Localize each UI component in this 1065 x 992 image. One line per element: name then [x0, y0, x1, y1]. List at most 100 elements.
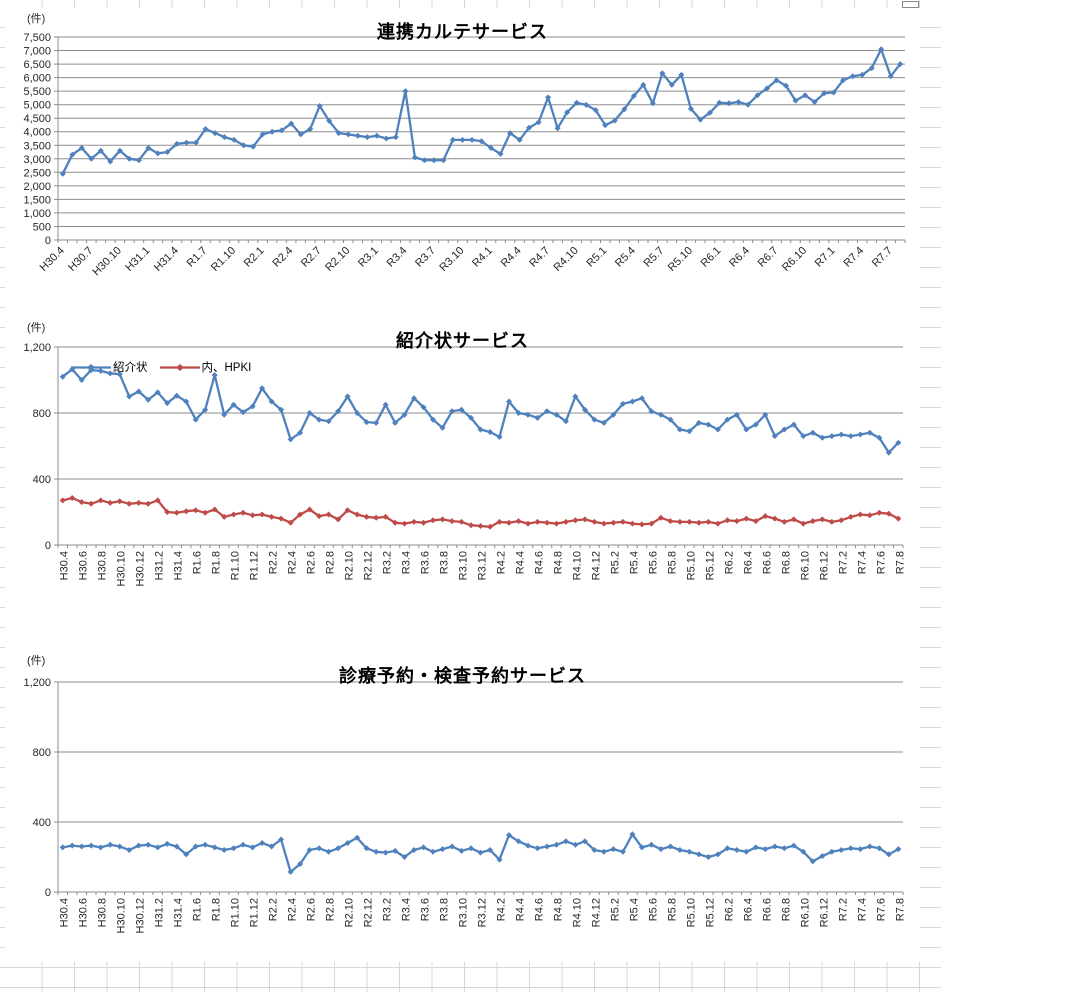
svg-text:R6.4: R6.4 — [742, 551, 754, 574]
svg-text:R1.7: R1.7 — [185, 245, 210, 270]
legend-label-shokaijo: 紹介状 — [113, 362, 148, 374]
svg-text:R1.12: R1.12 — [249, 898, 261, 927]
svg-text:R7.2: R7.2 — [837, 898, 849, 921]
svg-text:7,500: 7,500 — [23, 32, 51, 44]
svg-text:R5.4: R5.4 — [613, 245, 638, 270]
svg-text:2,000: 2,000 — [23, 181, 51, 193]
svg-text:R6.10: R6.10 — [799, 551, 811, 580]
svg-text:R3.10: R3.10 — [458, 898, 470, 927]
svg-text:1,500: 1,500 — [23, 194, 51, 206]
svg-text:R3.4: R3.4 — [385, 245, 410, 270]
sheet-blank-area — [941, 8, 1065, 992]
svg-text:R5.6: R5.6 — [647, 551, 659, 574]
svg-text:R4.6: R4.6 — [534, 551, 546, 574]
svg-text:R2.8: R2.8 — [325, 898, 337, 921]
svg-text:R2.10: R2.10 — [344, 551, 356, 580]
svg-text:R3.6: R3.6 — [420, 551, 432, 574]
svg-text:H30.10: H30.10 — [116, 551, 128, 586]
svg-text:R5.10: R5.10 — [666, 245, 695, 274]
chart-title-shokaijo: 紹介状サービス — [396, 331, 529, 351]
svg-text:R7.4: R7.4 — [856, 898, 868, 921]
svg-text:2,500: 2,500 — [23, 167, 51, 179]
svg-text:R1.10: R1.10 — [230, 898, 242, 927]
legend-line-marker-icon-red — [159, 363, 200, 371]
y-axis-unit-label: (件) — [27, 13, 46, 25]
svg-text:7,000: 7,000 — [23, 46, 51, 58]
svg-text:R5.10: R5.10 — [685, 551, 697, 580]
svg-text:R2.8: R2.8 — [325, 551, 337, 574]
svg-text:R2.12: R2.12 — [363, 898, 375, 927]
svg-text:R6.2: R6.2 — [723, 551, 735, 574]
svg-text:R1.10: R1.10 — [230, 551, 242, 580]
svg-text:4,000: 4,000 — [23, 127, 51, 139]
plot-area-yoyaku: 0 400 800 1,200 H30.4 H30.6 H30.8 H30.10 H30.12 H… — [23, 677, 906, 933]
svg-text:R3.7: R3.7 — [413, 245, 438, 270]
svg-text:R7.4: R7.4 — [841, 245, 866, 270]
chart-renkei-karte-service[interactable]: 0 500 1,000 1,500 2,000 2,500 3,000 3,500 4,000 4… — [5, 8, 920, 315]
svg-text:R4.4: R4.4 — [499, 245, 524, 270]
legend: 紹介状 内、HPKI — [71, 359, 251, 375]
chart-yoyaku-service[interactable]: 0 400 800 1,200 H30.4 H30.6 H30.8 H30.10 H30.12 H… — [5, 650, 920, 962]
legend-item-hpki: 内、HPKI — [159, 359, 252, 375]
svg-text:R1.10: R1.10 — [209, 245, 238, 274]
svg-text:R6.2: R6.2 — [723, 898, 735, 921]
svg-text:R4.2: R4.2 — [496, 551, 508, 574]
svg-text:R3.2: R3.2 — [382, 551, 394, 574]
svg-text:800: 800 — [33, 408, 51, 420]
svg-text:R3.12: R3.12 — [477, 551, 489, 580]
svg-text:R3.8: R3.8 — [439, 898, 451, 921]
y-axis-unit-label: (件) — [27, 655, 46, 667]
svg-text:R5.2: R5.2 — [609, 551, 621, 574]
svg-text:R6.10: R6.10 — [780, 245, 809, 274]
svg-text:5,000: 5,000 — [23, 100, 51, 112]
svg-text:R4.10: R4.10 — [571, 551, 583, 580]
chart-shokaijo-service[interactable]: 0 400 800 1,200 H30.4 H30.6 H30.8 H30.10 H30.12 H… — [5, 315, 920, 650]
svg-text:R3.10: R3.10 — [437, 245, 466, 274]
svg-text:R2.7: R2.7 — [299, 245, 324, 270]
svg-text:R1.12: R1.12 — [249, 551, 261, 580]
svg-text:R2.4: R2.4 — [270, 245, 295, 270]
svg-text:R1.6: R1.6 — [192, 551, 204, 574]
svg-text:R5.10: R5.10 — [685, 898, 697, 927]
svg-text:3,000: 3,000 — [23, 154, 51, 166]
svg-text:R2.2: R2.2 — [268, 898, 280, 921]
legend-label-hpki: 内、HPKI — [201, 362, 252, 374]
svg-text:R7.1: R7.1 — [813, 245, 838, 270]
svg-text:R7.8: R7.8 — [894, 898, 906, 921]
svg-text:1,200: 1,200 — [23, 677, 51, 689]
svg-text:R4.10: R4.10 — [571, 898, 583, 927]
svg-text:R4.2: R4.2 — [496, 898, 508, 921]
svg-text:R4.8: R4.8 — [553, 551, 565, 574]
svg-text:R3.10: R3.10 — [458, 551, 470, 580]
svg-text:R6.12: R6.12 — [818, 551, 830, 580]
svg-text:H30.8: H30.8 — [97, 898, 109, 927]
svg-text:R5.8: R5.8 — [666, 898, 678, 921]
svg-text:R7.6: R7.6 — [875, 898, 887, 921]
svg-text:1,000: 1,000 — [23, 208, 51, 220]
svg-text:R4.4: R4.4 — [515, 898, 527, 921]
svg-text:R6.12: R6.12 — [818, 898, 830, 927]
svg-text:H31.4: H31.4 — [173, 551, 185, 580]
svg-text:H31.2: H31.2 — [154, 898, 166, 927]
svg-text:R1.6: R1.6 — [192, 898, 204, 921]
svg-text:R5.7: R5.7 — [641, 245, 666, 270]
selected-cell-outline — [902, 1, 919, 8]
y-axis-unit-label: (件) — [27, 322, 46, 334]
svg-text:R2.4: R2.4 — [287, 551, 299, 574]
svg-text:5,500: 5,500 — [23, 86, 51, 98]
svg-text:R3.4: R3.4 — [401, 551, 413, 574]
svg-text:R2.2: R2.2 — [268, 551, 280, 574]
svg-text:R5.6: R5.6 — [647, 898, 659, 921]
svg-text:R4.12: R4.12 — [590, 898, 602, 927]
svg-text:R4.8: R4.8 — [553, 898, 565, 921]
svg-text:400: 400 — [33, 817, 51, 829]
svg-text:R6.4: R6.4 — [727, 245, 752, 270]
svg-text:R3.1: R3.1 — [356, 245, 381, 270]
svg-text:R4.4: R4.4 — [515, 551, 527, 574]
svg-text:R6.7: R6.7 — [756, 245, 781, 270]
svg-text:0: 0 — [45, 887, 51, 899]
svg-text:R2.10: R2.10 — [344, 898, 356, 927]
svg-text:R6.6: R6.6 — [761, 551, 773, 574]
svg-text:0: 0 — [45, 235, 51, 247]
svg-text:R5.2: R5.2 — [609, 898, 621, 921]
